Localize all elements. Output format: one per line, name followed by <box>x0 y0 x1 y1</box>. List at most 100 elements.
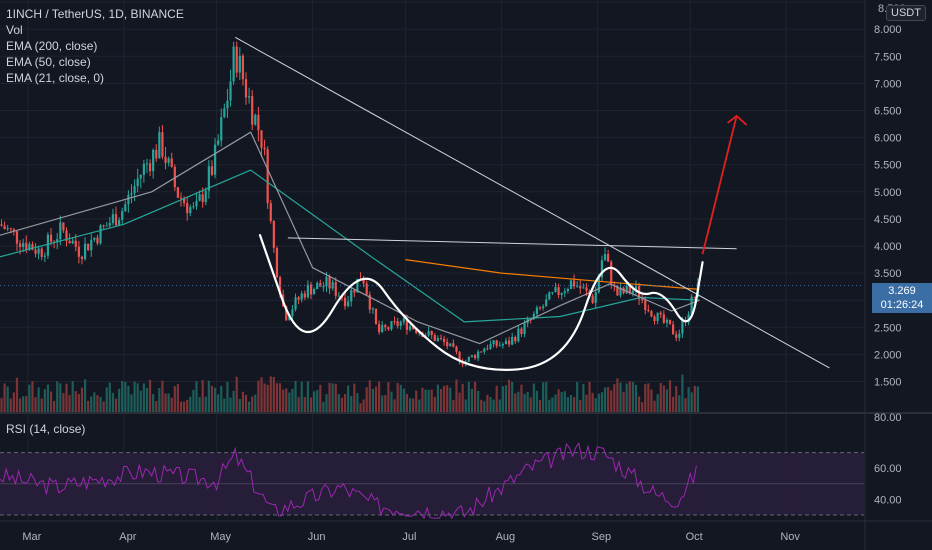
candle-body <box>377 324 381 333</box>
candle-body <box>238 55 241 73</box>
axes: 1.500 2.000 2.500 3.500 4.000 4.500 5.000 5.500… <box>22 3 905 543</box>
candle-body <box>374 308 378 325</box>
indicator-vol[interactable]: Vol <box>6 23 23 37</box>
volume-bar <box>449 387 452 412</box>
volume-bar <box>396 383 399 412</box>
time-tick-label: Oct <box>686 531 703 543</box>
candle-body <box>517 328 520 342</box>
volume-bar <box>436 384 439 412</box>
candle-body <box>124 204 127 212</box>
volume-bar <box>108 382 111 412</box>
volume-bar <box>223 398 226 412</box>
candle-body <box>192 206 195 208</box>
candle-body <box>87 243 90 251</box>
rsi-legend[interactable]: RSI (14, close) <box>6 422 86 436</box>
volume-bar <box>232 390 235 412</box>
volume-bar <box>362 399 365 412</box>
candle-body <box>495 340 498 346</box>
candle-body <box>613 284 616 286</box>
indicator-ema50[interactable]: EMA (50, close) <box>6 55 91 69</box>
candle-body <box>390 321 393 330</box>
volume-bar <box>118 388 121 412</box>
candle-body <box>557 287 560 295</box>
candle-body <box>31 244 34 250</box>
ema-line <box>0 131 700 345</box>
candle-body <box>675 334 678 338</box>
candle-body <box>266 149 269 204</box>
ema-lines <box>0 131 864 345</box>
candle-body <box>226 100 229 109</box>
volume-bar <box>217 394 220 412</box>
candle-body <box>294 297 297 310</box>
volume-bar <box>631 381 634 412</box>
candle-body <box>303 293 306 298</box>
candle-body <box>563 291 566 293</box>
candle-body <box>309 284 313 295</box>
candle-body <box>365 283 368 295</box>
volume-bar <box>260 377 263 412</box>
volume-bar <box>545 381 548 412</box>
volume-bar <box>12 392 15 412</box>
candle-body <box>248 96 251 98</box>
time-tick-label: Jun <box>308 531 326 543</box>
volume-bar <box>641 402 644 412</box>
candle-body <box>269 203 272 222</box>
ema-line <box>0 169 700 323</box>
currency-badge[interactable]: USDT <box>886 5 926 21</box>
descending-trendline <box>234 36 830 369</box>
volume-bar <box>350 395 353 412</box>
volume-bar <box>467 381 470 412</box>
candle-body <box>74 240 77 247</box>
volume-bar <box>331 383 334 412</box>
volume-bar <box>309 397 313 412</box>
volume-bar <box>408 398 412 412</box>
candle-body <box>0 224 3 226</box>
candle-body <box>254 114 257 125</box>
candle-body <box>9 228 12 230</box>
rsi-tick-label: 60.00 <box>874 463 902 475</box>
candle-body <box>257 114 260 131</box>
candle-body <box>173 166 176 188</box>
projection-arrowhead <box>727 114 748 126</box>
volume-bar <box>316 390 319 412</box>
volume-bar <box>672 396 675 412</box>
candle-body <box>415 328 418 334</box>
volume-bar <box>133 381 136 412</box>
volume-bar <box>99 396 102 412</box>
volume-bar <box>343 394 347 412</box>
candle-body <box>49 234 53 242</box>
volume-bar <box>77 393 80 412</box>
candle-body <box>337 295 340 297</box>
candle-body <box>68 240 71 244</box>
candle-body <box>381 325 384 333</box>
volume-bar <box>458 392 461 412</box>
candle-body <box>616 285 619 296</box>
candle-body <box>452 343 455 347</box>
volume-bar <box>306 381 310 412</box>
candle-body <box>631 290 634 294</box>
volume-bar <box>235 376 238 412</box>
volume-bar <box>600 392 604 412</box>
volume-bar <box>418 399 421 412</box>
volume-bar <box>399 384 402 412</box>
volume-bar <box>501 386 504 412</box>
candle-body <box>433 335 436 341</box>
symbol-title[interactable]: 1INCH / TetherUS, 1D, BINANCE <box>6 7 184 21</box>
volume-bar <box>381 395 384 412</box>
candle-body <box>291 309 294 317</box>
volume-bar <box>18 398 22 412</box>
volume-bar <box>9 398 12 412</box>
candle-body <box>362 279 365 284</box>
candle-body <box>306 284 310 298</box>
volume-bar <box>325 394 328 412</box>
volume-bar <box>130 394 133 412</box>
volume-bar <box>220 386 223 412</box>
volume-bar <box>275 383 279 412</box>
candle-body <box>142 163 145 175</box>
volume-bar <box>297 397 300 412</box>
rsi-tick-label: 40.00 <box>874 494 902 506</box>
indicator-ema200[interactable]: EMA (200, close) <box>6 39 98 53</box>
indicator-ema21[interactable]: EMA (21, close, 0) <box>6 71 105 85</box>
candle-body <box>610 261 613 285</box>
